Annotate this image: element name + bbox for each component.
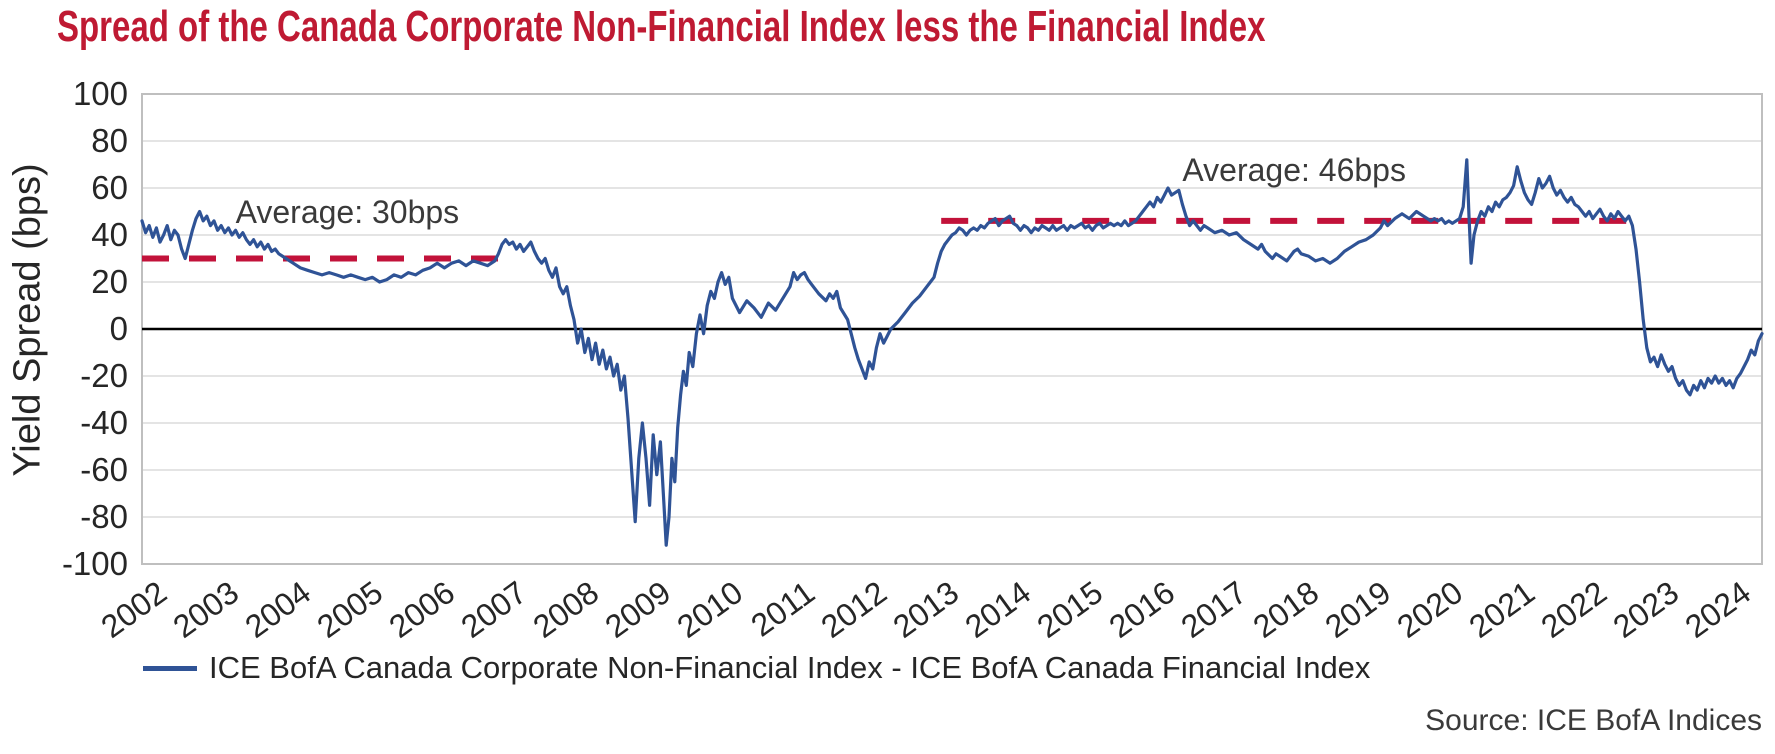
legend-line-marker-icon <box>143 665 197 671</box>
y-tick-label: 100 <box>72 75 128 112</box>
y-tick-label: 60 <box>91 169 128 206</box>
spread-line <box>140 158 1764 547</box>
legend-label: ICE BofA Canada Corporate Non-Financial … <box>209 650 1371 685</box>
y-tick-label: -40 <box>80 404 128 441</box>
y-tick-label: -60 <box>80 451 128 488</box>
source-credit: Source: ICE BofA Indices <box>1425 704 1762 737</box>
y-tick-label: -80 <box>80 498 128 535</box>
y-tick-label: -100 <box>61 545 128 582</box>
y-tick-label: 0 <box>109 310 128 347</box>
legend: ICE BofA Canada Corporate Non-Financial … <box>143 650 1370 686</box>
y-tick-label: 40 <box>91 216 128 253</box>
y-tick-label: -20 <box>80 357 128 394</box>
average-annotation-left: Average: 30bps <box>235 193 460 230</box>
chart-title: Spread of the Canada Corporate Non-Finan… <box>57 2 1266 51</box>
y-tick-label: 80 <box>91 122 128 159</box>
y-tick-label: 20 <box>91 263 128 300</box>
average-annotation-right: Average: 46bps <box>1182 151 1406 188</box>
